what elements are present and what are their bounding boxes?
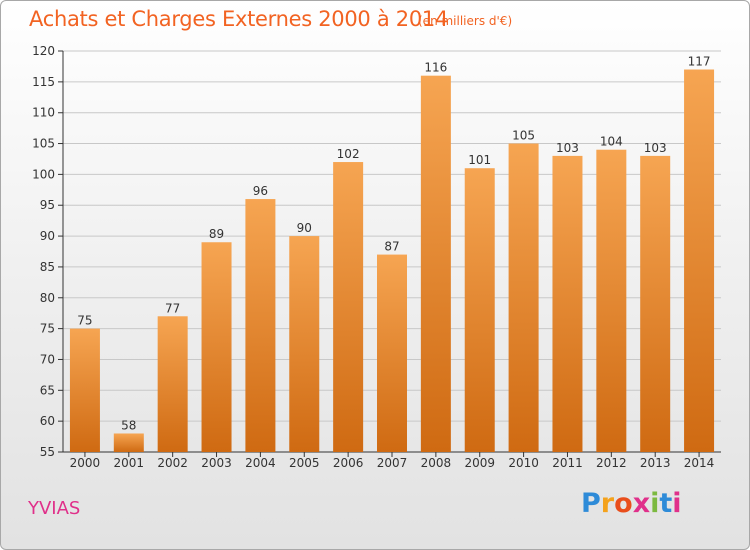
logo-letter: P [581,488,601,519]
proxiti-logo[interactable]: Proxiti [581,488,682,519]
x-tick-label-2009: 2009 [464,456,495,470]
value-label-2003: 89 [209,227,224,241]
value-label-2001: 58 [121,418,136,432]
y-tick-label: 60 [40,414,55,428]
y-tick-label: 75 [40,322,55,336]
y-tick-label: 90 [40,229,55,243]
bar-2007 [377,254,407,452]
x-tick-label-2001: 2001 [114,456,145,470]
x-tick-label-2014: 2014 [684,456,715,470]
value-label-2006: 102 [337,147,360,161]
bar-2003 [201,242,232,452]
x-tick-label-2008: 2008 [421,456,452,470]
logo-letter: i [650,488,660,519]
bar-2001 [113,433,144,452]
logo-letter: t [659,488,673,519]
location-name: YVIAS [28,498,81,519]
y-tick-label: 95 [40,198,55,212]
x-tick-label-2000: 2000 [70,456,101,470]
labels: 55 60 65 70 75 80 85 90 95 100 105 110 115 120 75 2000 5… [32,44,714,470]
y-tick-label: 115 [32,75,55,89]
x-tick-label-2012: 2012 [596,456,627,470]
bar-2000 [69,328,100,452]
bar-2006 [333,162,364,453]
bar-2011 [552,155,583,452]
value-label-2007: 87 [384,240,399,254]
x-tick-label-2007: 2007 [377,456,408,470]
x-tick-label-2011: 2011 [552,456,583,470]
x-tick-label-2004: 2004 [245,456,276,470]
value-label-2009: 101 [468,153,491,167]
bar-2005 [289,236,320,452]
logo-letter: r [600,488,615,519]
chart-subtitle: (en milliers d'€) [418,14,513,28]
logo-letter: o [614,488,633,519]
chart-title: Achats et Charges Externes 2000 à 2014 [29,7,449,31]
bar-2013 [640,155,671,452]
bars [69,69,715,453]
value-label-2012: 104 [600,135,623,149]
y-tick-label: 55 [40,445,55,459]
y-tick-label: 65 [40,383,55,397]
value-label-2011: 103 [556,141,579,155]
y-tick-label: 85 [40,260,55,274]
x-tick-label-2013: 2013 [640,456,671,470]
x-tick-label-2003: 2003 [201,456,232,470]
bar-2004 [245,199,276,452]
bar-2014 [684,69,715,452]
logo-letter: x [632,488,651,519]
x-tick-label-2010: 2010 [508,456,539,470]
y-tick-label: 70 [40,352,55,366]
logo-letter: i [672,488,682,519]
bar-2008 [420,75,451,452]
bar-2010 [508,143,539,453]
bar-2009 [464,168,495,452]
y-tick-label: 80 [40,291,55,305]
value-label-2014: 117 [688,55,711,69]
y-tick-label: 120 [32,44,55,58]
y-tick-label: 100 [32,167,55,181]
x-tick-label-2005: 2005 [289,456,320,470]
value-label-2010: 105 [512,129,535,143]
bar-2012 [596,149,627,452]
value-label-2000: 75 [77,314,92,328]
value-label-2005: 90 [297,221,312,235]
value-label-2002: 77 [165,301,180,315]
y-tick-label: 110 [32,106,55,120]
value-label-2004: 96 [253,184,268,198]
value-label-2013: 103 [644,141,667,155]
x-tick-label-2002: 2002 [157,456,188,470]
y-tick-label: 105 [32,137,55,151]
value-label-2008: 116 [424,61,447,75]
x-tick-label-2006: 2006 [333,456,364,470]
bar-2002 [157,316,188,452]
